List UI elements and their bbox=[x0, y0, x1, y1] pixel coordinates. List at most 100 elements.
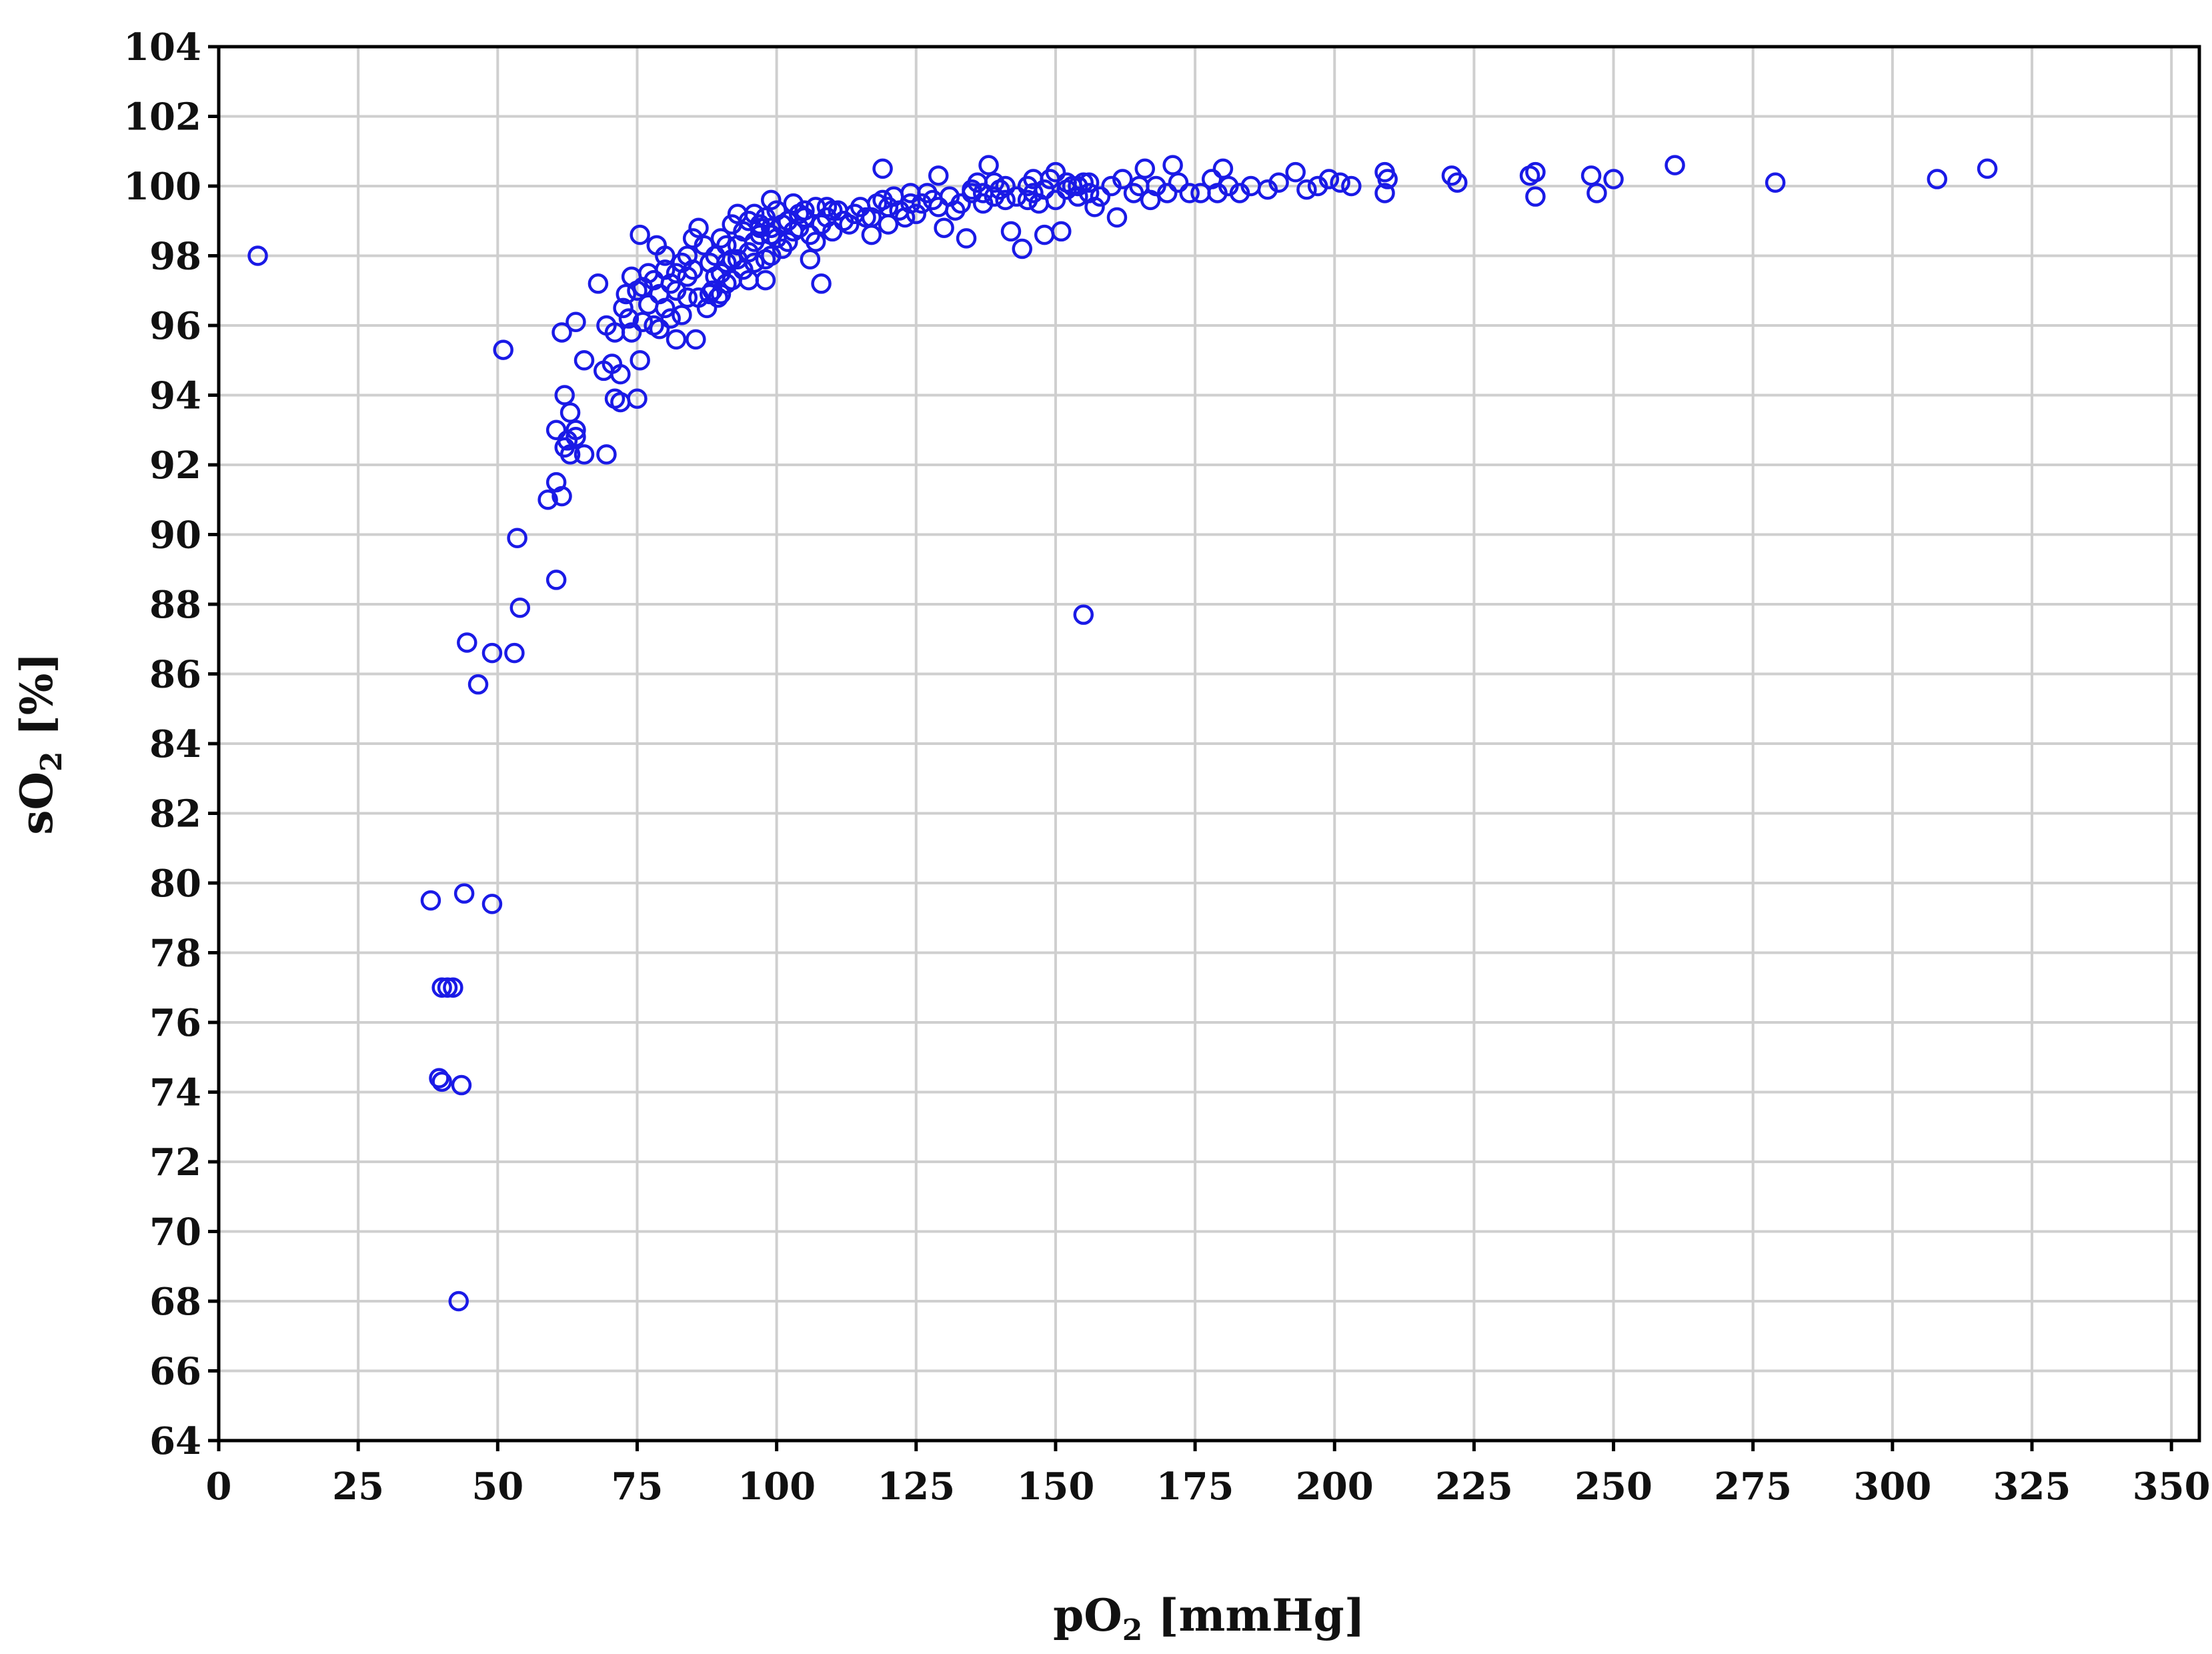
data-point bbox=[1179, 183, 1200, 203]
data-point bbox=[1000, 221, 1022, 242]
data-point bbox=[1068, 175, 1088, 197]
data-point bbox=[800, 249, 821, 269]
data-point bbox=[972, 183, 994, 203]
data-point bbox=[811, 273, 832, 294]
data-point bbox=[900, 193, 921, 214]
x-tick-label: 125 bbox=[877, 1465, 955, 1509]
data-point bbox=[1374, 183, 1395, 203]
y-axis-label-subscript: 2 bbox=[35, 751, 69, 772]
y-tick-label: 78 bbox=[149, 932, 201, 976]
data-point bbox=[504, 642, 525, 664]
data-point bbox=[1268, 172, 1289, 193]
data-point bbox=[1045, 161, 1066, 183]
data-point bbox=[1006, 186, 1027, 207]
data-point bbox=[457, 632, 477, 653]
x-tick-label: 325 bbox=[1993, 1465, 2071, 1509]
data-point bbox=[467, 674, 489, 695]
data-point bbox=[1034, 179, 1055, 200]
data-point bbox=[618, 308, 640, 329]
data-point bbox=[247, 245, 268, 266]
data-point bbox=[1525, 186, 1546, 207]
data-point bbox=[1112, 169, 1133, 189]
data-point bbox=[778, 231, 798, 252]
data-point bbox=[431, 1071, 452, 1092]
data-point bbox=[917, 183, 938, 203]
data-point bbox=[616, 283, 636, 305]
data-point bbox=[1134, 158, 1156, 179]
x-tick-label: 300 bbox=[1853, 1465, 1931, 1509]
data-point bbox=[805, 197, 826, 217]
data-point bbox=[574, 350, 595, 371]
data-point bbox=[1603, 169, 1624, 189]
data-point bbox=[995, 175, 1016, 197]
data-point bbox=[1447, 172, 1468, 193]
y-tick-label: 98 bbox=[149, 235, 201, 279]
x-tick-label: 225 bbox=[1435, 1465, 1513, 1509]
data-point bbox=[443, 977, 463, 998]
x-tick-label: 150 bbox=[1016, 1465, 1094, 1509]
data-point bbox=[666, 329, 687, 350]
y-tick-label: 84 bbox=[149, 722, 201, 766]
data-point bbox=[872, 158, 893, 179]
data-point bbox=[1377, 169, 1398, 189]
data-point bbox=[560, 444, 581, 465]
data-point bbox=[1586, 183, 1607, 203]
data-point bbox=[655, 259, 676, 280]
data-point bbox=[1090, 186, 1111, 207]
data-point bbox=[621, 322, 642, 343]
data-point bbox=[755, 269, 776, 291]
x-tick-label: 25 bbox=[332, 1465, 384, 1509]
x-tick-label: 75 bbox=[611, 1465, 663, 1509]
y-tick-label: 66 bbox=[149, 1350, 201, 1394]
data-point bbox=[672, 305, 692, 325]
data-point bbox=[839, 214, 860, 235]
data-point bbox=[566, 426, 586, 448]
data-point bbox=[588, 273, 609, 294]
x-axis-label: pO2 [mmHg] bbox=[1053, 1589, 1365, 1647]
data-point bbox=[1056, 172, 1077, 193]
data-point bbox=[861, 207, 882, 228]
data-point bbox=[1927, 169, 1948, 189]
data-point bbox=[1045, 189, 1066, 211]
x-tick-label: 0 bbox=[206, 1465, 232, 1509]
plot-frame bbox=[217, 45, 2201, 1443]
y-tick-label: 90 bbox=[149, 514, 201, 558]
data-point bbox=[1765, 172, 1786, 193]
tick-marks bbox=[208, 45, 2173, 1451]
data-point bbox=[545, 420, 567, 440]
data-point bbox=[437, 977, 458, 998]
y-tick-label: 82 bbox=[149, 792, 201, 836]
x-tick-label: 350 bbox=[2133, 1465, 2211, 1509]
data-point bbox=[509, 597, 531, 618]
data-point bbox=[574, 444, 595, 465]
data-point bbox=[551, 322, 572, 343]
y-tick-labels: 64 66 68 70 72 74 76 78 80 82 84 86 88 90 92 94 96 98 100 1… bbox=[123, 25, 201, 1463]
data-point bbox=[984, 172, 1005, 193]
data-point bbox=[481, 642, 503, 664]
data-point bbox=[995, 189, 1016, 211]
data-point bbox=[566, 311, 586, 333]
x-axis-label-suffix: [mmHg] bbox=[1142, 1589, 1365, 1641]
data-point bbox=[761, 224, 782, 245]
data-point bbox=[694, 235, 715, 256]
x-axis-label-prefix: pO bbox=[1053, 1589, 1122, 1641]
y-tick-label: 72 bbox=[149, 1140, 201, 1184]
y-axis-label-prefix: sO bbox=[11, 772, 63, 835]
y-tick-label: 68 bbox=[149, 1280, 201, 1324]
data-point bbox=[688, 217, 709, 238]
data-point bbox=[1580, 165, 1602, 186]
data-point bbox=[420, 890, 441, 911]
data-point bbox=[716, 252, 737, 273]
data-point bbox=[545, 570, 567, 590]
data-point bbox=[481, 894, 503, 914]
data-point bbox=[448, 1291, 469, 1312]
data-point bbox=[1051, 221, 1072, 242]
data-point bbox=[1285, 161, 1306, 183]
data-point bbox=[1073, 604, 1094, 625]
data-point bbox=[1078, 172, 1100, 193]
data-point bbox=[856, 207, 876, 228]
data-point bbox=[451, 1074, 472, 1096]
data-point bbox=[566, 420, 586, 440]
data-point bbox=[431, 977, 452, 998]
